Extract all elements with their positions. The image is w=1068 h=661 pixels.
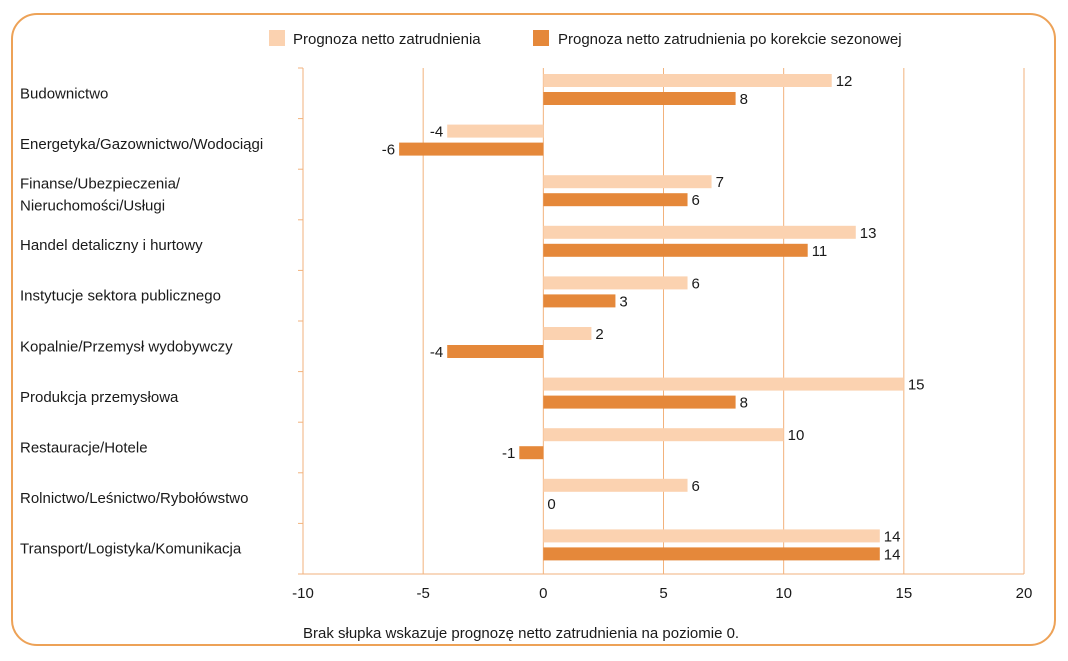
category-label: Nieruchomości/Usługi	[20, 198, 165, 215]
legend: Prognoza netto zatrudnienia Prognoza net…	[269, 30, 902, 48]
data-label: -4	[430, 344, 443, 361]
data-label: 10	[788, 427, 805, 444]
category-labels: Budownictwo Energetyka/Gazownictwo/Wodoci…	[20, 85, 263, 557]
x-tick-label: 15	[895, 585, 912, 602]
x-tick-labels: -10 -5 0 5 10 15 20	[292, 585, 1032, 602]
data-label: 3	[619, 293, 627, 310]
x-tick-label: -5	[416, 585, 429, 602]
category-label: Produkcja przemysłowa	[20, 389, 179, 406]
category-label: Restauracje/Hotele	[20, 440, 148, 457]
category-label: Finanse/Ubezpieczenia/	[20, 176, 181, 193]
bar	[447, 124, 544, 138]
bar	[543, 547, 880, 561]
data-label: -1	[502, 445, 515, 462]
value-labels: 12 -4 7 13 6 2 15 10 6 14 8 -6 6 11 3 -4 8 -1 0 14	[382, 73, 925, 563]
category-label: Handel detaliczny i hurtowy	[20, 237, 203, 254]
data-label: 7	[716, 174, 724, 191]
bar	[519, 446, 544, 460]
data-label: -4	[430, 124, 443, 141]
bar	[543, 377, 904, 391]
data-label: 13	[860, 225, 877, 242]
bar	[543, 193, 688, 207]
data-label: 15	[908, 377, 925, 394]
data-label: 0	[547, 496, 555, 513]
y-axis	[298, 67, 1024, 575]
x-tick-label: 0	[539, 585, 547, 602]
category-label: Transport/Logistyka/Komunikacja	[20, 541, 242, 558]
data-label: 8	[740, 395, 748, 412]
data-label: 14	[884, 546, 901, 563]
x-tick-label: 5	[659, 585, 667, 602]
data-label: 8	[740, 91, 748, 108]
bar	[543, 92, 736, 105]
data-label: -6	[382, 142, 395, 159]
bar	[543, 276, 688, 290]
bar	[447, 345, 544, 358]
x-tick-label: 20	[1016, 585, 1033, 602]
bars	[399, 74, 904, 561]
legend-label-series-2: Prognoza netto zatrudnienia po korekcie …	[558, 31, 902, 48]
data-label: 6	[692, 478, 700, 495]
bar	[543, 395, 736, 409]
x-tick-label: 10	[775, 585, 792, 602]
bar	[543, 478, 688, 492]
footnote: Brak słupka wskazuje prognozę netto zatr…	[303, 625, 739, 642]
category-label: Kopalnie/Przemysł wydobywczy	[20, 338, 233, 355]
category-label: Instytucje sektora publicznego	[20, 288, 221, 305]
category-label: Rolnictwo/Leśnictwo/Rybołówstwo	[20, 490, 248, 507]
data-label: 2	[595, 326, 603, 343]
category-label: Budownictwo	[20, 85, 108, 102]
legend-swatch-series-1	[269, 30, 285, 46]
data-label: 6	[692, 275, 700, 292]
data-label: 6	[692, 192, 700, 209]
chart-frame	[11, 13, 1056, 646]
bar	[543, 175, 712, 189]
bar	[543, 243, 808, 257]
data-label: 11	[812, 243, 828, 260]
legend-label-series-1: Prognoza netto zatrudnienia	[293, 31, 481, 48]
bar	[399, 142, 544, 156]
bar	[543, 294, 616, 308]
data-label: 12	[836, 73, 853, 90]
bar	[543, 225, 856, 239]
data-label: 14	[884, 528, 901, 545]
category-label: Energetyka/Gazownictwo/Wodociągi	[20, 136, 263, 153]
bar	[543, 428, 784, 442]
bar	[543, 327, 592, 340]
bar	[543, 74, 832, 87]
legend-swatch-series-2	[533, 30, 549, 46]
x-tick-label: -10	[292, 585, 314, 602]
bar	[543, 529, 880, 543]
